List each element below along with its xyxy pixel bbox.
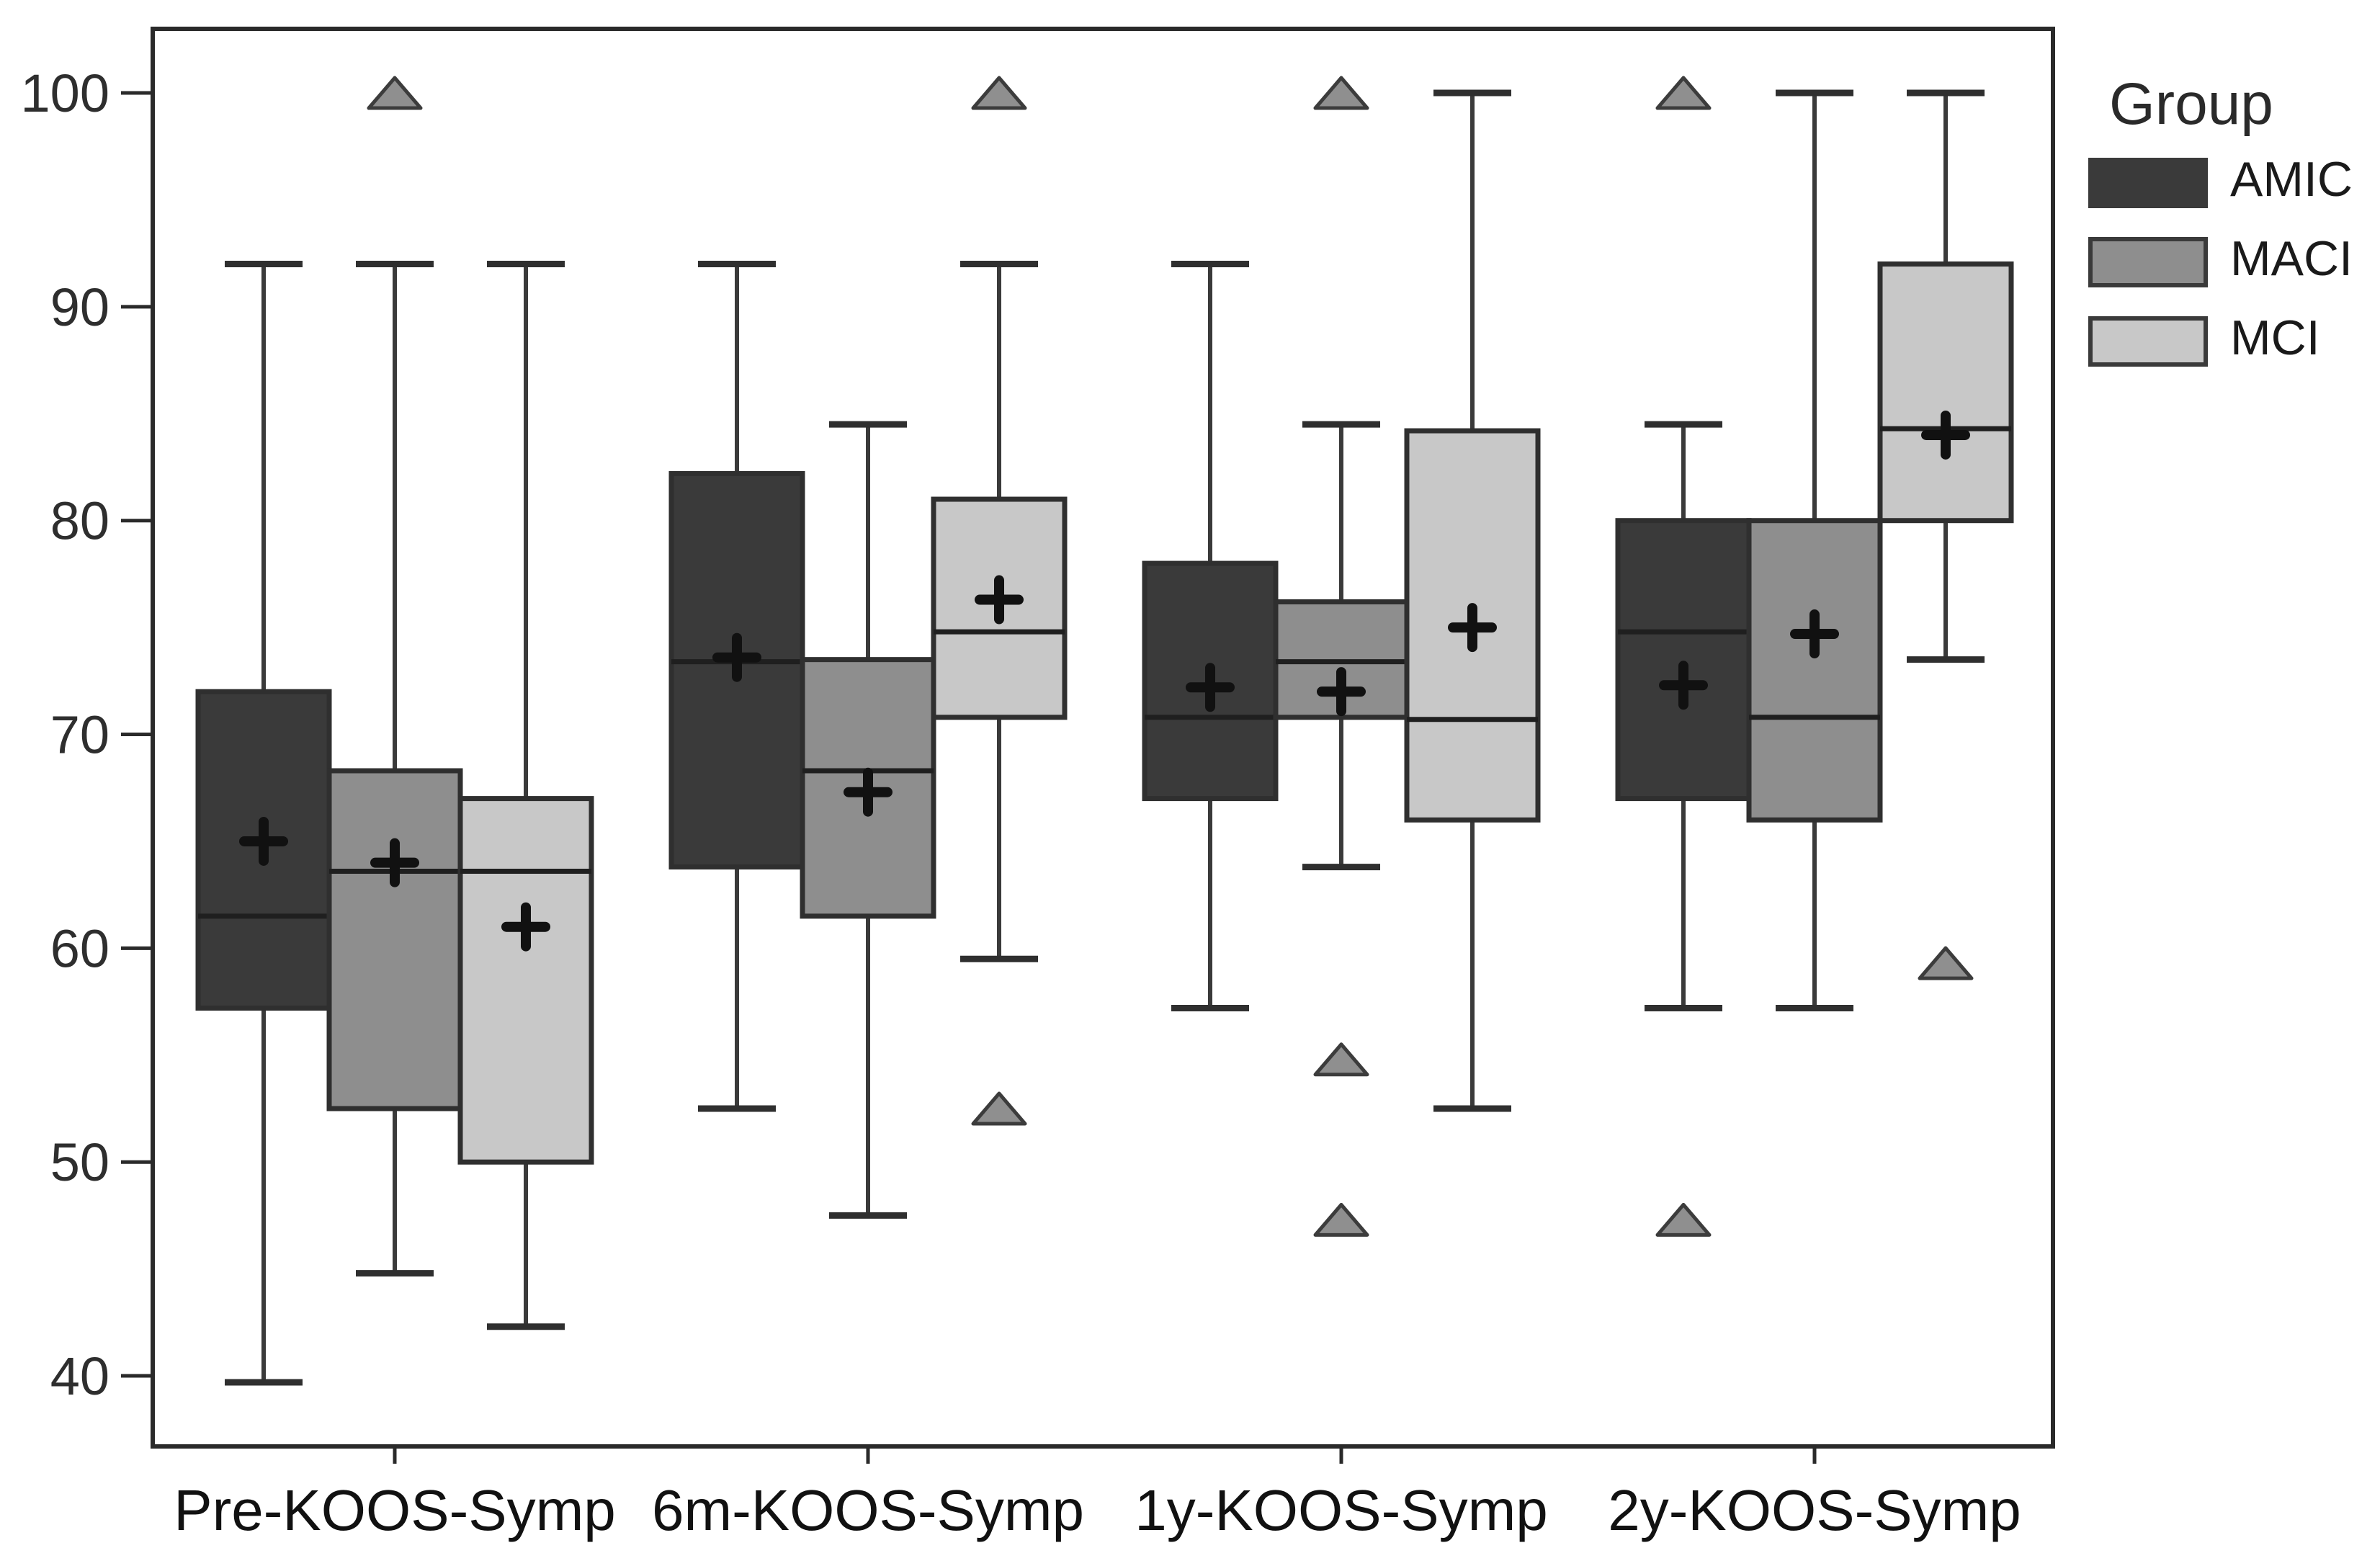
outlier-triangle-AMIC-2y-KOOS-Symp-0: [1655, 76, 1712, 110]
mean-marker-AMIC-6m-KOOS-Symp: [712, 632, 761, 682]
mean-marker-MCI-6m-KOOS-Symp: [975, 575, 1024, 625]
outlier-triangle-MACI-1y-KOOS-Symp-0: [1313, 76, 1369, 110]
box-MACI-2y-KOOS-Symp: [1746, 518, 1883, 823]
mean-marker-AMIC-Pre-KOOS-Symp: [239, 816, 288, 866]
outlier-triangle-MCI-2y-KOOS-Symp-0: [1918, 946, 1974, 980]
mean-marker-MACI-6m-KOOS-Symp: [844, 767, 892, 817]
box-MACI-Pre-KOOS-Symp: [326, 768, 463, 1111]
outlier-triangle-MACI-1y-KOOS-Symp-1: [1313, 1042, 1369, 1077]
outlier-triangle-MCI-6m-KOOS-Symp-1: [971, 1091, 1027, 1126]
mean-marker-AMIC-1y-KOOS-Symp: [1186, 663, 1235, 712]
outlier-triangle-MACI-1y-KOOS-Symp-2: [1313, 1202, 1369, 1237]
y-tick-label-80: 80: [50, 491, 109, 551]
y-tick-label-100: 100: [21, 63, 109, 123]
legend-swatch-MACI: [2088, 237, 2208, 287]
mean-marker-MACI-1y-KOOS-Symp: [1317, 667, 1366, 717]
x-tick-label-1y-KOOS-Symp: 1y-KOOS-Symp: [1135, 1478, 1547, 1542]
outlier-triangle-AMIC-2y-KOOS-Symp-1: [1655, 1202, 1712, 1237]
legend-label-AMIC: AMIC: [2230, 152, 2353, 207]
y-tick-label-50: 50: [50, 1132, 109, 1192]
y-tick-label-90: 90: [50, 277, 109, 337]
mean-marker-MACI-Pre-KOOS-Symp: [370, 838, 419, 887]
box-MCI-2y-KOOS-Symp: [1877, 261, 2014, 524]
x-tick-label-2y-KOOS-Symp: 2y-KOOS-Symp: [1608, 1478, 2021, 1542]
legend-swatch-MCI: [2088, 316, 2208, 367]
y-tick-label-60: 60: [50, 918, 109, 978]
x-tick-label-Pre-KOOS-Symp: Pre-KOOS-Symp: [174, 1478, 615, 1542]
box-MCI-Pre-KOOS-Symp: [457, 796, 594, 1165]
legend-label-MCI: MCI: [2230, 310, 2320, 365]
y-tick-label-40: 40: [50, 1346, 109, 1406]
legend-swatch-AMIC: [2088, 158, 2208, 208]
mean-marker-MCI-2y-KOOS-Symp: [1921, 410, 1970, 460]
box-AMIC-2y-KOOS-Symp: [1615, 518, 1752, 802]
mean-marker-MACI-2y-KOOS-Symp: [1790, 609, 1839, 659]
mean-marker-AMIC-2y-KOOS-Symp: [1659, 661, 1708, 710]
legend-title: Group: [2109, 71, 2273, 137]
legend-label-MACI: MACI: [2230, 231, 2353, 286]
y-tick-label-70: 70: [50, 705, 109, 765]
outlier-triangle-MCI-6m-KOOS-Symp-0: [971, 76, 1027, 110]
mean-marker-MCI-1y-KOOS-Symp: [1448, 603, 1497, 653]
x-tick-label-6m-KOOS-Symp: 6m-KOOS-Symp: [652, 1478, 1084, 1542]
outlier-triangle-MACI-Pre-KOOS-Symp-0: [367, 76, 423, 110]
mean-marker-MCI-Pre-KOOS-Symp: [501, 902, 550, 952]
